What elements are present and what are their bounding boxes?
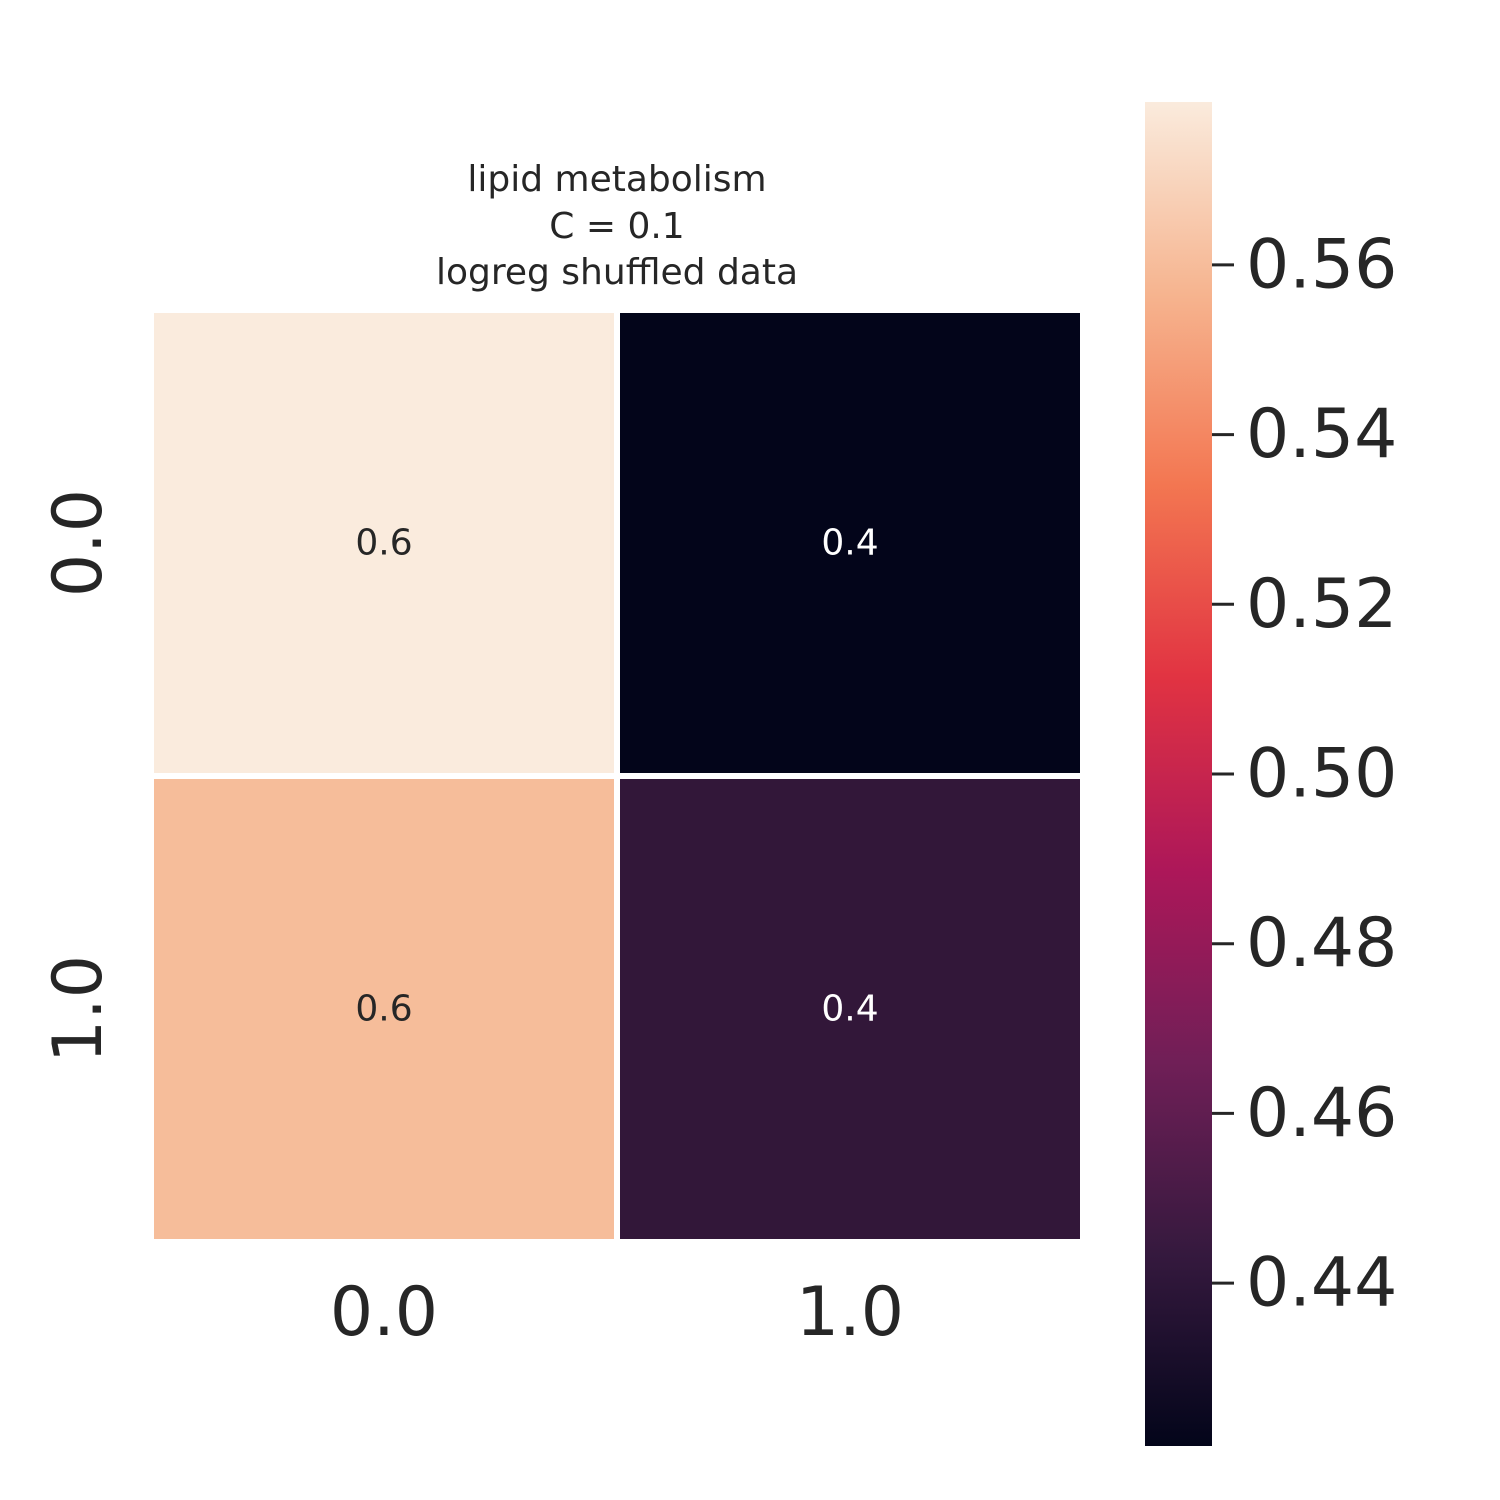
cell-annotation: 0.4 <box>821 989 878 1030</box>
heatmap-cell <box>614 307 1086 779</box>
cell-annotation: 0.6 <box>355 523 412 564</box>
y-tick-label: 1.0 <box>39 955 118 1063</box>
y-tick-label: 0.0 <box>39 489 118 597</box>
colorbar: 0.56 0.54 0.52 0.50 0.48 0.46 0.44 <box>1145 102 1397 1446</box>
colorbar-tick-label: 0.46 <box>1246 1074 1397 1153</box>
cell-annotation: 0.6 <box>355 989 412 1030</box>
colorbar-tick-label: 0.50 <box>1246 735 1397 814</box>
chart-title: lipid metabolism C = 0.1 logreg shuffled… <box>436 159 798 293</box>
heatmap-cell <box>148 773 620 1245</box>
title-line-2: C = 0.1 <box>549 206 684 247</box>
heatmap-cells <box>148 307 1086 1245</box>
cell-annotation: 0.4 <box>821 523 878 564</box>
colorbar-tick-label: 0.44 <box>1246 1244 1397 1323</box>
colorbar-tick-label: 0.54 <box>1246 395 1397 474</box>
heatmap-cell <box>148 307 620 779</box>
y-axis-tick-labels: 0.0 1.0 <box>39 489 118 1063</box>
heatmap-cell-labels: 0.6 0.4 0.6 0.4 <box>355 523 878 1030</box>
colorbar-ticks: 0.56 0.54 0.52 0.50 0.48 0.46 0.44 <box>1212 225 1397 1323</box>
colorbar-tick-label: 0.48 <box>1246 904 1397 983</box>
x-tick-label: 0.0 <box>330 1273 438 1352</box>
colorbar-gradient <box>1145 102 1212 1446</box>
heatmap-cell <box>614 773 1086 1245</box>
title-line-1: lipid metabolism <box>467 159 766 200</box>
title-line-3: logreg shuffled data <box>436 252 798 293</box>
x-axis-tick-labels: 0.0 1.0 <box>330 1273 904 1352</box>
colorbar-tick-label: 0.56 <box>1246 225 1397 304</box>
colorbar-tick-label: 0.52 <box>1246 565 1397 644</box>
x-tick-label: 1.0 <box>796 1273 904 1352</box>
